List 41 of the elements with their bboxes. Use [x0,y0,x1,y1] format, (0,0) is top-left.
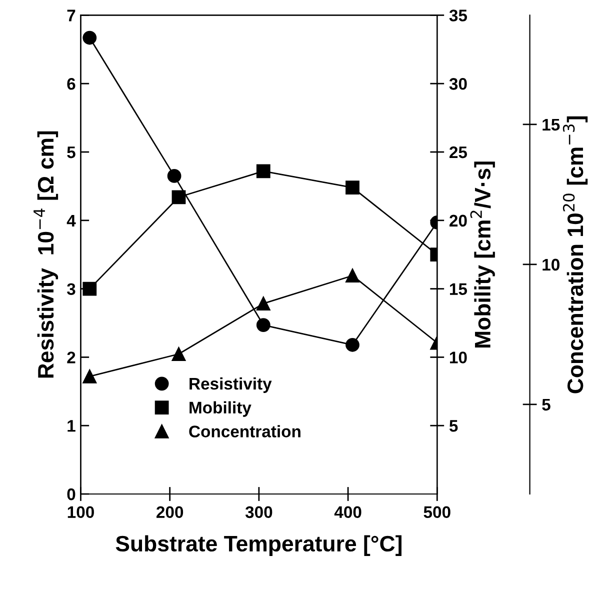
y-tick-label: 3 [66,283,76,296]
point [346,338,360,352]
point [256,164,270,178]
y2-tick-label: 30 [449,78,467,90]
y2-tick-label: 35 [449,10,468,22]
point [256,296,270,311]
point [172,347,186,361]
point [172,190,186,204]
legend-label: Mobility [190,401,252,417]
legend-label: Concentration [189,425,300,438]
point [82,369,97,384]
y3-tick-label: 5 [542,398,550,411]
point [256,318,270,332]
point [82,30,97,45]
point [346,268,360,283]
y2-tick-label: 15 [450,283,468,296]
x-tick-label: 300 [245,506,272,518]
y2-tick-label: 20 [450,214,467,227]
x-tick-label: 500 [424,506,450,518]
y-tick-label: 7 [67,10,76,22]
x-tick-label: 400 [334,506,362,518]
y-tick-label: 5 [67,146,76,158]
x-tick-label: 200 [156,506,184,518]
y3-axis-title: Concentration 10$^{20}$ [cm$^{−3}$] [562,116,588,394]
y-tick-label: 2 [67,352,76,364]
y3-tick-label: 15 [542,118,560,131]
y-tick-label: 4 [66,214,76,226]
x-axis-title: Substrate Temperature [°C] [116,535,402,556]
y2-axis-title: Mobility [cm$^{2}$/V·s] [470,162,495,348]
y2-tick-label: 5 [449,420,458,432]
y2-tick-label: 10 [450,352,467,364]
y-tick-label: 0 [67,488,76,500]
y2-tick-label: 25 [450,146,468,158]
point [167,168,182,183]
legend-label: Resistivity [190,377,272,393]
x-tick-label: 100 [68,506,94,518]
y3-tick-label: 10 [542,258,560,271]
y-tick-label: 6 [67,78,76,90]
y-tick-label: 1 [68,420,76,432]
point [346,180,360,195]
y-axis-title: Resistivity 10$^{−4}$ [Ω cm] [34,131,58,378]
